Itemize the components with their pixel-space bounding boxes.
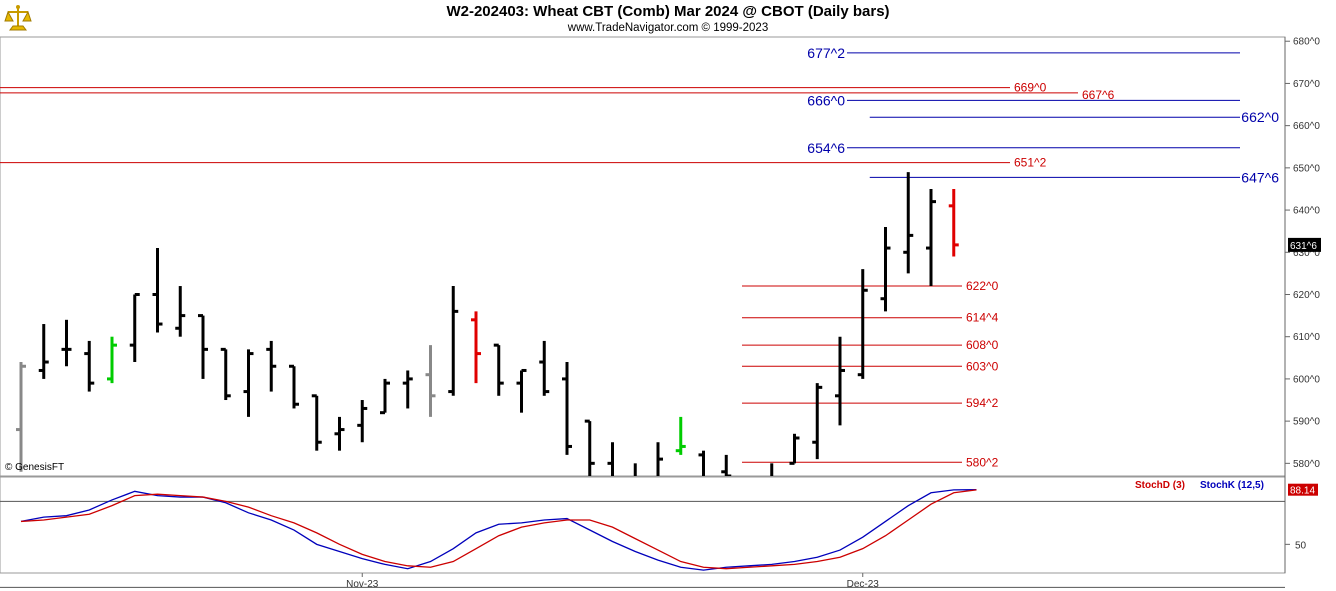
level-label: 666^0	[807, 92, 845, 108]
ohlc-bar	[789, 433, 800, 465]
level-label: 594^2	[966, 396, 999, 410]
ohlc-bar	[311, 394, 322, 451]
level-label: 669^0	[1014, 81, 1047, 95]
trade-navigator-logo-icon	[3, 3, 33, 33]
y-tick-label: 660^0	[1293, 121, 1320, 132]
ohlc-bar	[584, 419, 595, 476]
y-tick-label: 590^0	[1293, 417, 1320, 428]
level-label: 651^2	[1014, 156, 1047, 170]
stoch-value-marker	[1288, 483, 1318, 496]
ohlc-bar	[38, 324, 49, 379]
ohlc-bar	[698, 450, 705, 476]
stoch-series-line	[20, 489, 977, 571]
ohlc-bar	[380, 378, 390, 415]
ohlc-bar	[656, 442, 663, 476]
ohlc-bar	[357, 400, 368, 443]
stoch-series-line	[20, 489, 977, 570]
y-tick-label: 610^0	[1293, 332, 1320, 343]
level-label: 667^6	[1082, 88, 1115, 102]
stoch-legend-item: StochK (12,5)	[1200, 480, 1264, 491]
y-tick-label: 630^0	[1293, 248, 1320, 259]
x-tick-label: Dec-23	[847, 579, 880, 590]
chart-subtitle: www.TradeNavigator.com © 1999-2023	[567, 22, 769, 34]
y-tick-label: 680^0	[1293, 37, 1320, 48]
level-label: 614^4	[966, 311, 999, 325]
ohlc-bar	[152, 248, 163, 333]
level-label: 622^0	[966, 279, 999, 293]
ohlc-bar	[220, 347, 231, 401]
ohlc-bar	[84, 340, 95, 392]
ohlc-bar	[16, 362, 26, 472]
level-label: 603^0	[966, 359, 999, 373]
ohlc-bar	[516, 368, 527, 413]
ohlc-bar	[562, 362, 572, 455]
level-label: 647^6	[1241, 169, 1279, 185]
stochastic-panel	[0, 476, 1286, 574]
ohlc-bar	[243, 349, 254, 417]
level-label: 654^6	[807, 140, 845, 156]
ohlc-bar	[129, 292, 140, 363]
ohlc-bar	[857, 269, 868, 379]
level-label: 580^2	[966, 455, 999, 469]
y-tick-label: 600^0	[1293, 374, 1320, 385]
y-tick-label: 620^0	[1293, 290, 1320, 301]
stoch-tick-label: 50	[1295, 540, 1307, 551]
last-price-marker	[1288, 237, 1321, 252]
ohlc-bar	[471, 311, 481, 384]
level-label: 677^2	[807, 45, 845, 61]
ohlc-bar	[448, 286, 459, 396]
ohlc-bar	[880, 226, 891, 312]
ohlc-bar	[903, 172, 914, 274]
chart-header: W2-202403: Wheat CBT (Comb) Mar 2024 @ C…	[0, 0, 1336, 37]
last-price-label: 631^6	[1290, 241, 1317, 252]
y-tick-label: 580^0	[1293, 459, 1320, 470]
ohlc-bar	[812, 383, 823, 460]
ohlc-bar	[539, 340, 550, 396]
stoch-legend-item: StochD (3)	[1135, 480, 1185, 491]
ohlc-bar	[198, 314, 208, 379]
ohlc-bar	[835, 336, 845, 426]
ohlc-bar	[633, 463, 637, 476]
ohlc-bar	[402, 370, 413, 409]
level-label: 662^0	[1241, 109, 1279, 125]
ohlc-bar	[289, 364, 299, 409]
ohlc-bar	[607, 442, 614, 476]
y-tick-label: 670^0	[1293, 79, 1320, 90]
ohlc-bar	[107, 336, 117, 384]
ohlc-bar	[721, 454, 732, 476]
ohlc-bar	[675, 416, 686, 455]
x-tick-label: Nov-23	[346, 579, 379, 590]
ohlc-bar	[493, 343, 504, 396]
price-plot: 677^2 669^0 667^6 666^0 662^0 654^6 651^2 647^6…	[0, 45, 1279, 476]
y-tick-label: 650^0	[1293, 163, 1320, 174]
chart-title: W2-202403: Wheat CBT (Comb) Mar 2024 @ C…	[446, 3, 890, 20]
level-label: 608^0	[966, 338, 999, 352]
price-panel	[0, 36, 1286, 477]
ohlc-bar	[175, 286, 186, 337]
ohlc-bar	[425, 345, 436, 417]
copyright-text: © GenesisFT	[5, 462, 65, 473]
ohlc-bar	[770, 463, 774, 476]
ohlc-bar	[334, 416, 345, 451]
y-tick-label: 640^0	[1293, 206, 1320, 217]
ohlc-bar	[61, 319, 72, 367]
ohlc-bar	[266, 340, 277, 392]
ohlc-bar	[948, 188, 959, 257]
ohlc-bar	[926, 188, 936, 287]
stoch-value-label: 88.14	[1290, 486, 1315, 497]
